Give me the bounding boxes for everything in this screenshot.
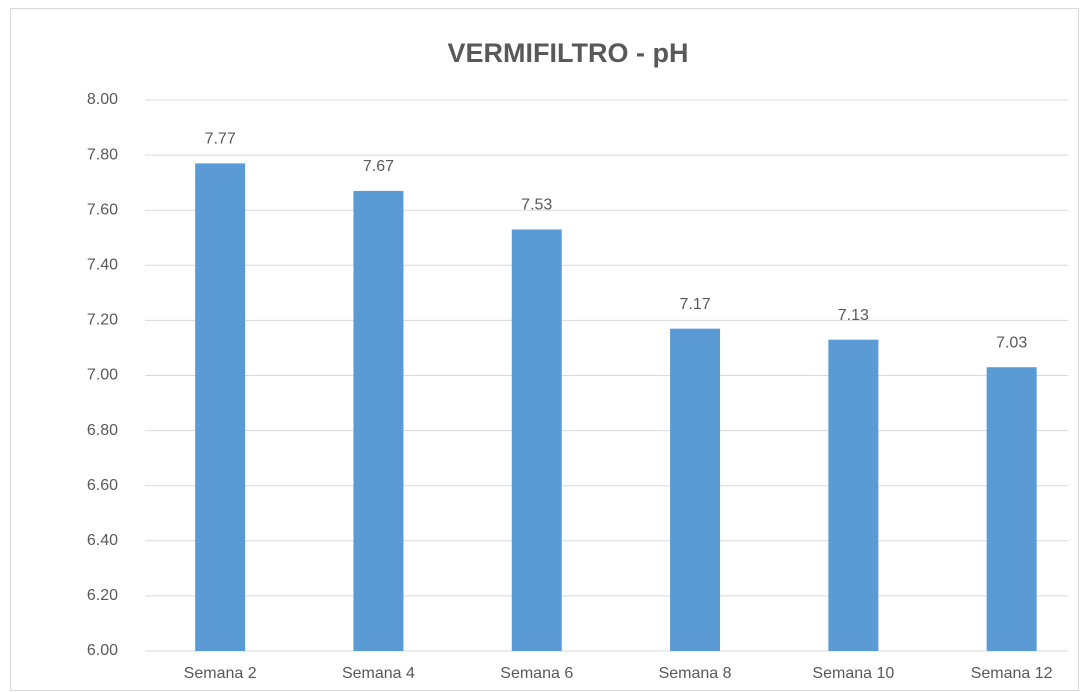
bar <box>511 229 562 652</box>
y-tick-label: 7.00 <box>87 367 118 384</box>
bar <box>986 367 1037 651</box>
bar <box>353 190 404 652</box>
data-label: 7.13 <box>838 307 869 324</box>
x-tick-label: Semana 10 <box>812 665 894 682</box>
bar <box>195 163 246 652</box>
y-tick-label: 7.80 <box>87 146 118 163</box>
y-tick-label: 6.00 <box>87 642 118 659</box>
y-tick-label: 7.40 <box>87 257 118 274</box>
data-label: 7.17 <box>679 296 710 313</box>
y-tick-label: 7.20 <box>87 312 118 329</box>
data-label: 7.67 <box>363 158 394 175</box>
y-tick-label: 6.40 <box>87 532 118 549</box>
x-tick-label: Semana 12 <box>971 665 1053 682</box>
chart-title: VERMIFILTRO - pH <box>448 38 689 68</box>
y-tick-label: 6.60 <box>87 477 118 494</box>
data-label: 7.53 <box>521 197 552 214</box>
y-tick-label: 6.80 <box>87 422 118 439</box>
x-tick-label: Semana 6 <box>500 665 573 682</box>
y-tick-label: 8.00 <box>87 91 118 108</box>
data-label: 7.77 <box>205 131 236 148</box>
y-tick-label: 6.20 <box>87 587 118 604</box>
data-label: 7.03 <box>996 334 1027 351</box>
bar <box>828 339 879 651</box>
y-tick-label: 7.60 <box>87 201 118 218</box>
x-tick-label: Semana 8 <box>659 665 732 682</box>
x-tick-label: Semana 4 <box>342 665 415 682</box>
bar <box>670 328 721 651</box>
x-tick-label: Semana 2 <box>184 665 257 682</box>
